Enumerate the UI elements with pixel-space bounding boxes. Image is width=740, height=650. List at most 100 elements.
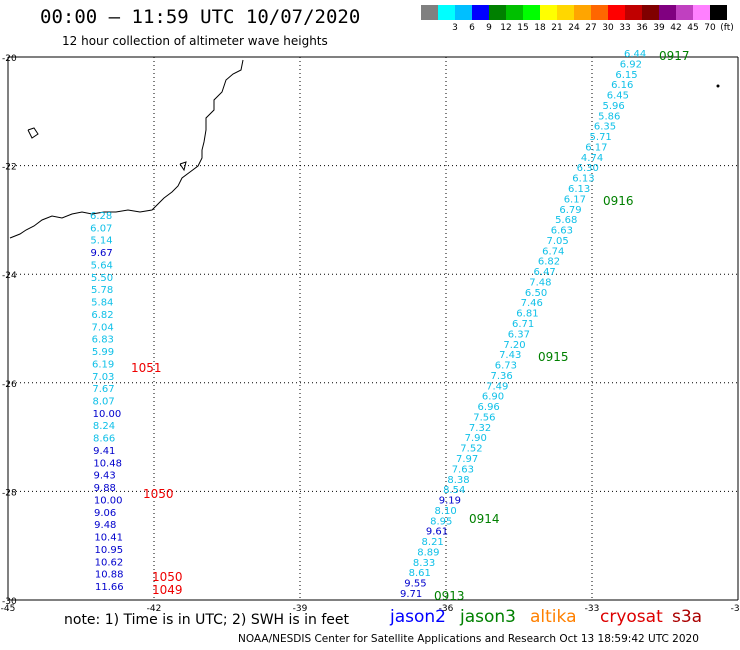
wave-height-reading: 10.41 xyxy=(94,533,123,544)
pass-time-label: 0913 xyxy=(434,589,465,603)
wave-height-reading: 6.83 xyxy=(92,335,114,346)
wave-height-reading: 5.71 xyxy=(590,132,612,143)
wave-height-reading: 8.10 xyxy=(434,506,456,517)
coastline xyxy=(9,59,720,239)
wave-height-reading: 9.71 xyxy=(400,589,422,600)
legend-label: 27 xyxy=(585,23,597,33)
legend-swatch xyxy=(540,5,557,20)
legend-swatch xyxy=(693,5,710,20)
wave-height-reading: 9.88 xyxy=(94,483,116,494)
legend-swatch xyxy=(659,5,676,20)
wave-height-reading: 10.95 xyxy=(95,545,124,556)
wave-height-reading: 5.68 xyxy=(555,215,577,226)
legend-swatch xyxy=(557,5,574,20)
wave-height-reading: 9.61 xyxy=(426,527,448,538)
wave-height-reading: 8.38 xyxy=(447,475,469,486)
legend-swatch xyxy=(591,5,608,20)
satellite-altika: altika xyxy=(530,607,577,627)
lat-label: -30 xyxy=(2,597,17,607)
wave-height-reading: 6.13 xyxy=(572,174,594,185)
wave-height-reading: 8.61 xyxy=(409,568,431,579)
legend-swatch xyxy=(421,5,438,20)
wave-height-reading: 9.19 xyxy=(439,496,461,507)
pass-time-label: 1050 xyxy=(152,570,183,584)
units-note: note: 1) Time is in UTC; 2) SWH is in fe… xyxy=(64,612,350,628)
wave-height-reading: 6.35 xyxy=(594,122,616,133)
wave-height-reading: 8.54 xyxy=(443,485,465,496)
wave-height-reading: 9.41 xyxy=(93,446,115,457)
legend-label: 30 xyxy=(602,23,614,33)
satellite-s3a: s3a xyxy=(672,607,703,627)
legend-swatch xyxy=(489,5,506,20)
wave-height-reading: 6.92 xyxy=(620,59,642,70)
satellite-jason2: jason2 xyxy=(390,607,446,627)
wave-height-reading: 7.63 xyxy=(452,464,474,475)
wave-readings: 6.286.075.149.675.645.505.785.846.827.04… xyxy=(90,49,646,600)
wave-height-reading: 9.48 xyxy=(94,520,116,531)
legend-label: 42 xyxy=(670,23,682,33)
wave-height-reading: 8.33 xyxy=(413,558,435,569)
wave-height-reading: 6.82 xyxy=(538,257,560,268)
wave-height-reading: 6.44 xyxy=(624,49,646,60)
legend-label: 18 xyxy=(534,23,546,33)
wave-height-reading: 7.48 xyxy=(529,277,551,288)
lat-label: -28 xyxy=(2,488,17,498)
credit-line: NOAA/NESDIS Center for Satellite Applica… xyxy=(238,633,699,645)
wave-height-reading: 7.52 xyxy=(460,444,482,455)
wave-height-reading: 5.64 xyxy=(91,260,113,271)
wave-height-reading: 8.66 xyxy=(93,434,115,445)
pass-time-label: 0915 xyxy=(538,350,569,364)
wave-height-reading: 6.30 xyxy=(577,163,599,174)
wave-height-reading: 11.66 xyxy=(95,582,124,593)
wave-height-reading: 6.45 xyxy=(607,91,629,102)
wave-height-reading: 4.74 xyxy=(581,153,603,164)
wave-height-reading: 6.17 xyxy=(564,194,586,205)
legend-swatch xyxy=(455,5,472,20)
wave-height-reading: 6.81 xyxy=(516,309,538,320)
legend-swatch xyxy=(506,5,523,20)
wave-height-reading: 7.90 xyxy=(465,433,487,444)
map-title: 00:00 – 11:59 UTC 10/07/2020 xyxy=(40,6,361,28)
pass-time-label: 1049 xyxy=(152,583,183,597)
wave-height-reading: 5.96 xyxy=(602,101,624,112)
wave-height-reading: 5.14 xyxy=(90,236,112,247)
wave-height-reading: 6.63 xyxy=(551,226,573,237)
wave-height-reading: 6.17 xyxy=(585,142,607,153)
wave-height-reading: 8.95 xyxy=(430,516,452,527)
wave-height-reading: 7.97 xyxy=(456,454,478,465)
wave-height-reading: 9.67 xyxy=(91,248,113,259)
wave-height-reading: 7.56 xyxy=(473,412,495,423)
island-shape xyxy=(179,161,187,172)
legend-swatch xyxy=(438,5,455,20)
wave-height-reading: 7.49 xyxy=(486,381,508,392)
legend-label: 12 xyxy=(500,23,512,33)
wave-height-reading: 5.99 xyxy=(92,347,114,358)
wave-height-reading: 6.79 xyxy=(559,205,581,216)
legend-swatch xyxy=(625,5,642,20)
legend-label: 9 xyxy=(486,23,492,33)
legend-swatch xyxy=(574,5,591,20)
lat-lon-grid xyxy=(7,56,739,601)
legend-swatch xyxy=(642,5,659,20)
legend-swatch xyxy=(472,5,489,20)
lon-label: -42 xyxy=(147,604,162,614)
wave-height-reading: 8.24 xyxy=(93,421,115,432)
wave-height-reading: 6.73 xyxy=(495,361,517,372)
legend-swatch xyxy=(710,5,727,20)
map-subtitle: 12 hour collection of altimeter wave hei… xyxy=(62,34,328,48)
pass-time-label: 0917 xyxy=(659,49,690,63)
lon-label: -30 xyxy=(731,604,740,614)
coastline-path xyxy=(9,59,244,239)
wave-height-reading: 6.37 xyxy=(508,329,530,340)
pass-time-label: 1051 xyxy=(131,361,162,375)
legend-label: 21 xyxy=(551,23,563,33)
wave-height-reading: 5.86 xyxy=(598,111,620,122)
wave-height-reading: 7.32 xyxy=(469,423,491,434)
legend-label: 36 xyxy=(636,23,648,33)
wave-height-reading: 10.48 xyxy=(93,458,122,469)
lon-label: -36 xyxy=(439,604,454,614)
legend-label: 45 xyxy=(687,23,699,33)
